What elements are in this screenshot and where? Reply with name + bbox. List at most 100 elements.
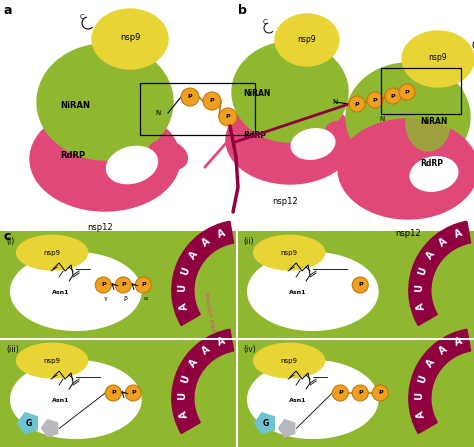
- Text: Nascent RNA: Nascent RNA: [202, 291, 215, 333]
- Text: β: β: [123, 296, 127, 301]
- Text: RdRP: RdRP: [60, 151, 85, 160]
- Text: P: P: [101, 283, 106, 287]
- Wedge shape: [172, 221, 234, 325]
- Circle shape: [181, 88, 199, 106]
- Text: NiRAN: NiRAN: [60, 101, 90, 110]
- Circle shape: [203, 92, 221, 110]
- Text: Asn1: Asn1: [289, 290, 307, 295]
- Ellipse shape: [338, 119, 474, 219]
- Text: U: U: [416, 266, 428, 276]
- Text: γ: γ: [103, 296, 107, 301]
- Text: NiRAN: NiRAN: [207, 344, 232, 350]
- Ellipse shape: [445, 150, 474, 177]
- Text: C: C: [80, 14, 84, 20]
- Ellipse shape: [247, 361, 378, 439]
- Text: α: α: [143, 296, 147, 301]
- Text: nsp12: nsp12: [87, 223, 113, 232]
- Text: A: A: [187, 249, 200, 261]
- Circle shape: [95, 277, 111, 293]
- Circle shape: [332, 385, 348, 401]
- Text: P: P: [355, 101, 359, 106]
- Ellipse shape: [226, 96, 354, 184]
- Text: A: A: [216, 228, 227, 240]
- Text: (i): (i): [6, 237, 14, 246]
- Text: U: U: [414, 392, 424, 401]
- Bar: [0, 339, 237, 447]
- Ellipse shape: [254, 343, 325, 378]
- Text: P: P: [373, 97, 377, 102]
- Ellipse shape: [247, 253, 378, 330]
- Ellipse shape: [30, 107, 180, 211]
- Circle shape: [352, 385, 368, 401]
- Text: nsp12: nsp12: [272, 198, 298, 207]
- Text: nsp9: nsp9: [44, 249, 61, 256]
- Text: A: A: [424, 357, 437, 369]
- Text: RdRP: RdRP: [243, 131, 266, 140]
- Text: domain: domain: [203, 247, 232, 253]
- Text: N: N: [332, 99, 337, 105]
- Text: P: P: [378, 391, 383, 396]
- Text: A: A: [200, 236, 212, 249]
- Bar: [381, 68, 461, 114]
- Ellipse shape: [92, 9, 168, 69]
- Text: domain: domain: [440, 355, 469, 361]
- Bar: [237, 339, 474, 447]
- Text: C: C: [263, 19, 268, 25]
- Text: P: P: [226, 114, 230, 119]
- Text: Asn1: Asn1: [289, 398, 307, 403]
- Text: A: A: [178, 301, 190, 311]
- Text: U: U: [179, 373, 191, 384]
- Text: A: A: [200, 344, 212, 357]
- Ellipse shape: [254, 235, 325, 270]
- Circle shape: [219, 108, 237, 126]
- Text: P: P: [210, 98, 214, 104]
- Text: A: A: [437, 236, 449, 249]
- Ellipse shape: [326, 122, 356, 147]
- Ellipse shape: [37, 44, 173, 160]
- Ellipse shape: [346, 63, 470, 171]
- Text: NiRAN: NiRAN: [243, 89, 270, 98]
- Circle shape: [105, 385, 121, 401]
- Wedge shape: [409, 221, 471, 325]
- Circle shape: [385, 88, 401, 104]
- Text: NiRAN: NiRAN: [420, 117, 447, 126]
- Text: P: P: [111, 391, 116, 396]
- Text: nsp9: nsp9: [120, 33, 140, 42]
- Text: P: P: [141, 283, 146, 287]
- Ellipse shape: [402, 31, 474, 87]
- Circle shape: [352, 277, 368, 293]
- Ellipse shape: [17, 343, 88, 378]
- Text: NiRAN: NiRAN: [444, 344, 469, 350]
- Text: A: A: [415, 301, 427, 311]
- Text: A: A: [437, 344, 449, 357]
- Text: P: P: [121, 283, 126, 287]
- Text: P: P: [391, 93, 395, 98]
- Text: P: P: [405, 89, 410, 94]
- Wedge shape: [409, 329, 471, 434]
- Circle shape: [372, 385, 388, 401]
- Text: A: A: [187, 357, 200, 369]
- Text: nsp9: nsp9: [298, 34, 316, 43]
- Text: A: A: [424, 249, 437, 261]
- Text: U: U: [177, 392, 187, 401]
- Circle shape: [367, 92, 383, 108]
- Ellipse shape: [290, 71, 330, 123]
- Text: NiRAN: NiRAN: [207, 236, 232, 242]
- Text: U: U: [177, 284, 187, 292]
- Bar: [237, 231, 474, 339]
- Text: A: A: [453, 336, 464, 348]
- Text: U: U: [179, 266, 191, 276]
- Circle shape: [135, 277, 151, 293]
- Text: nsp9: nsp9: [281, 249, 298, 256]
- Text: nsp9: nsp9: [44, 358, 61, 363]
- Text: A: A: [453, 228, 464, 240]
- Text: nsp9: nsp9: [281, 358, 298, 363]
- Text: b: b: [238, 4, 247, 17]
- Text: (iii): (iii): [6, 345, 19, 354]
- Text: P: P: [131, 391, 136, 396]
- Ellipse shape: [10, 361, 141, 439]
- Text: (ii): (ii): [243, 237, 254, 246]
- Ellipse shape: [275, 14, 339, 66]
- Text: A: A: [178, 409, 190, 419]
- Text: nsp12: nsp12: [395, 228, 421, 237]
